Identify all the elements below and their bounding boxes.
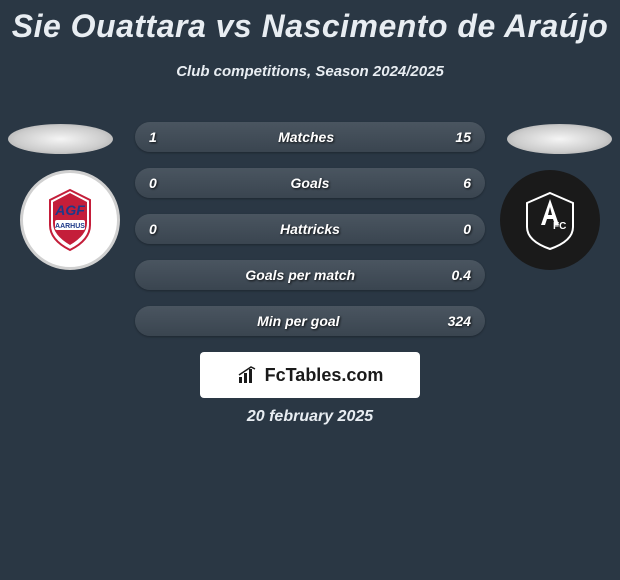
stat-row-matches: 1 Matches 15	[135, 122, 485, 152]
stat-right-value: 324	[448, 313, 471, 329]
stat-label: Min per goal	[257, 313, 339, 329]
svg-text:FC: FC	[553, 221, 566, 232]
team-badge-right: FC	[500, 170, 600, 270]
stats-panel: 1 Matches 15 0 Goals 6 0 Hattricks 0 Goa…	[135, 122, 485, 352]
stat-right-value: 15	[455, 129, 471, 145]
svg-text:AGF: AGF	[54, 202, 85, 218]
stat-row-goals-per-match: Goals per match 0.4	[135, 260, 485, 290]
page-title: Sie Ouattara vs Nascimento de Araújo	[0, 8, 620, 45]
brand-box: FcTables.com	[200, 352, 420, 398]
stat-label: Matches	[278, 129, 334, 145]
academico-viseu-logo: FC	[515, 185, 585, 255]
stat-row-hattricks: 0 Hattricks 0	[135, 214, 485, 244]
stat-right-value: 0.4	[452, 267, 471, 283]
stat-label: Goals	[291, 175, 330, 191]
stat-left-value: 0	[149, 221, 157, 237]
stat-left-value: 1	[149, 129, 157, 145]
chart-icon	[237, 365, 261, 385]
brand-label: FcTables.com	[265, 365, 384, 386]
stat-label: Hattricks	[280, 221, 340, 237]
svg-text:AARHUS: AARHUS	[55, 223, 85, 230]
stat-left-value: 0	[149, 175, 157, 191]
date-label: 20 february 2025	[0, 408, 620, 426]
stat-row-goals: 0 Goals 6	[135, 168, 485, 198]
main-container: Sie Ouattara vs Nascimento de Araújo Clu…	[0, 0, 620, 580]
page-subtitle: Club competitions, Season 2024/2025	[0, 63, 620, 80]
stat-right-value: 0	[463, 221, 471, 237]
stat-label: Goals per match	[245, 267, 355, 283]
right-ellipse-decoration	[507, 124, 612, 154]
left-ellipse-decoration	[8, 124, 113, 154]
stat-right-value: 6	[463, 175, 471, 191]
stat-row-min-per-goal: Min per goal 324	[135, 306, 485, 336]
team-badge-left: AGF AARHUS	[20, 170, 120, 270]
agf-aarhus-logo: AGF AARHUS	[35, 185, 105, 255]
